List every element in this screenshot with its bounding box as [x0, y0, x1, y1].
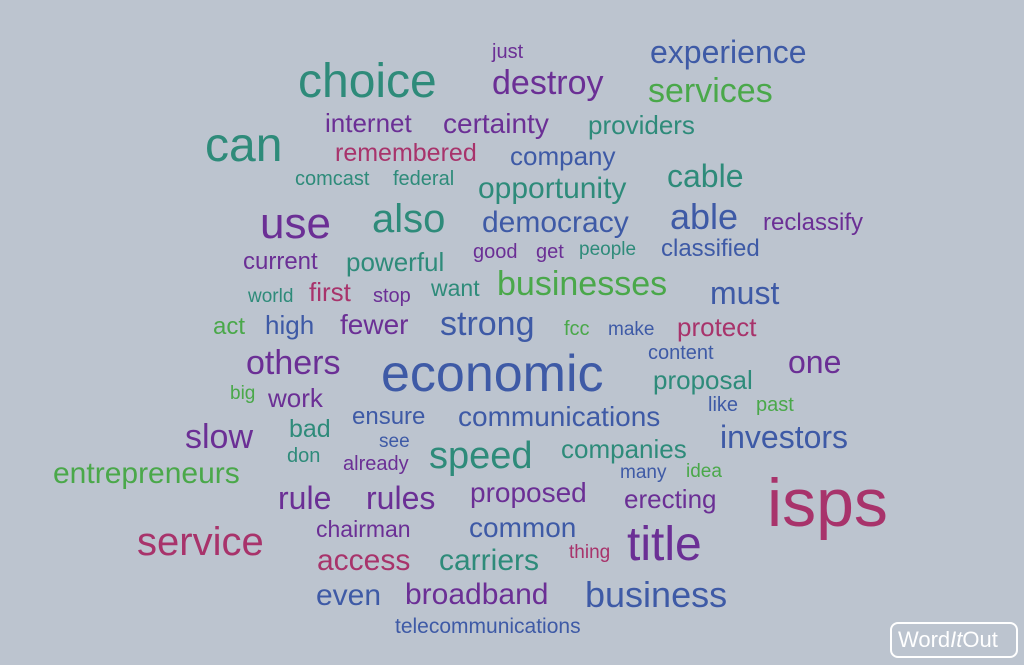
- word-people: people: [579, 239, 637, 260]
- word-can: can: [205, 119, 283, 172]
- word-big: big: [230, 383, 256, 404]
- word-ensure: ensure: [352, 403, 426, 430]
- word-title: title: [627, 518, 702, 571]
- word-experience: experience: [650, 34, 807, 70]
- word-business: business: [585, 574, 728, 615]
- word-fcc: fcc: [564, 318, 590, 340]
- word-powerful: powerful: [346, 247, 445, 277]
- word-telecommunications: telecommunications: [395, 615, 581, 638]
- word-investors: investors: [720, 419, 849, 455]
- word-first: first: [309, 277, 351, 307]
- logo-out: Out: [962, 627, 998, 652]
- word-able: able: [670, 196, 739, 237]
- word-isps: isps: [767, 465, 888, 541]
- word-businesses: businesses: [497, 265, 668, 303]
- word-federal: federal: [393, 168, 455, 190]
- word-even: even: [316, 579, 382, 612]
- word-erecting: erecting: [624, 484, 717, 514]
- word-rules: rules: [366, 480, 436, 516]
- word-opportunity: opportunity: [478, 172, 627, 205]
- word-remembered: remembered: [335, 139, 477, 167]
- word-service: service: [137, 520, 264, 564]
- word-protect: protect: [677, 312, 757, 342]
- word-slow: slow: [185, 418, 254, 456]
- word-already: already: [343, 453, 409, 475]
- word-good: good: [473, 241, 518, 263]
- word-communications: communications: [458, 401, 661, 432]
- word-destroy: destroy: [492, 64, 604, 102]
- word-companies: companies: [561, 434, 687, 464]
- word-services: services: [648, 72, 773, 110]
- word-democracy: democracy: [482, 206, 629, 239]
- word-don: don: [287, 445, 321, 467]
- word-world: world: [248, 286, 294, 307]
- word-want: want: [431, 275, 480, 301]
- word-strong: strong: [440, 305, 535, 343]
- word-many: many: [620, 462, 667, 483]
- word-act: act: [213, 313, 246, 340]
- word-bad: bad: [289, 415, 331, 443]
- word-classified: classified: [661, 235, 760, 262]
- word-just: just: [492, 41, 524, 63]
- word-get: get: [536, 241, 564, 263]
- wordItOut-logo[interactable]: WordItOut: [890, 622, 1018, 658]
- word-internet: internet: [325, 108, 412, 138]
- logo-it: It: [950, 627, 963, 652]
- word-content: content: [648, 342, 714, 364]
- word-cable: cable: [667, 158, 744, 194]
- word-providers: providers: [588, 110, 695, 140]
- word-others: others: [246, 344, 341, 382]
- word-certainty: certainty: [443, 108, 549, 139]
- word-access: access: [317, 544, 411, 577]
- word-fewer: fewer: [340, 309, 409, 340]
- word-carriers: carriers: [439, 544, 540, 577]
- word-use: use: [260, 199, 331, 248]
- word-reclassify: reclassify: [763, 209, 864, 236]
- word-current: current: [243, 248, 318, 275]
- word-broadband: broadband: [405, 578, 549, 611]
- word-economic: economic: [381, 345, 604, 403]
- logo-word: Word: [898, 627, 951, 652]
- word-proposed: proposed: [470, 477, 587, 508]
- word-stop: stop: [373, 285, 411, 307]
- word-proposal: proposal: [653, 365, 753, 395]
- word-entrepreneurs: entrepreneurs: [53, 457, 240, 490]
- word-speed: speed: [429, 435, 533, 477]
- word-choice: choice: [298, 55, 437, 108]
- word-chairman: chairman: [316, 516, 411, 542]
- word-idea: idea: [686, 461, 722, 482]
- word-work: work: [268, 383, 323, 413]
- word-see: see: [379, 431, 410, 452]
- word-make: make: [608, 319, 655, 340]
- word-one: one: [788, 344, 842, 380]
- word-company: company: [510, 141, 616, 171]
- word-also: also: [372, 197, 446, 241]
- word-common: common: [469, 512, 577, 543]
- word-comcast: comcast: [295, 168, 370, 190]
- word-rule: rule: [278, 480, 332, 516]
- word-must: must: [710, 275, 780, 311]
- word-like: like: [708, 394, 739, 416]
- word-past: past: [756, 394, 794, 416]
- word-high: high: [265, 310, 315, 340]
- word-thing: thing: [569, 542, 611, 563]
